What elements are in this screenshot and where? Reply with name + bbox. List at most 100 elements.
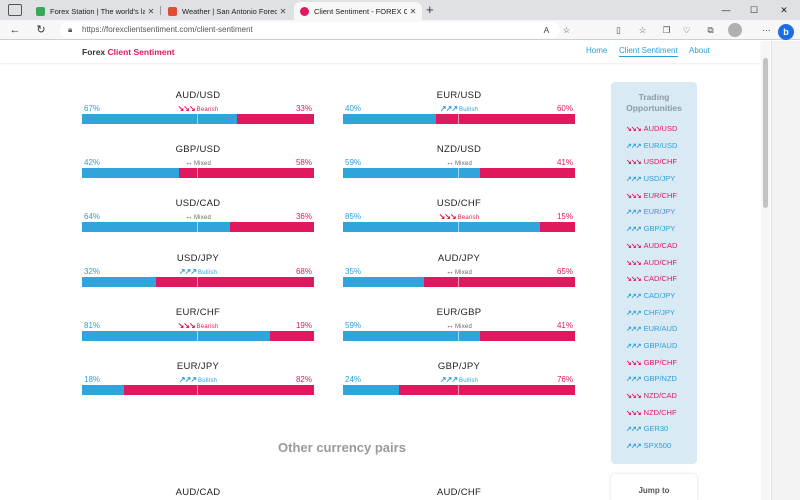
opportunity-item[interactable]: ↘↘↘ NZD/CAD: [626, 391, 677, 408]
long-percent: 24%: [345, 375, 362, 384]
short-percent: 36%: [295, 212, 312, 221]
close-tab-icon[interactable]: ✕: [279, 6, 287, 16]
opportunity-item[interactable]: ↗↗↗ EUR/JPY: [626, 207, 677, 224]
opportunity-item[interactable]: ↗↗↗ USD/JPY: [626, 174, 677, 191]
pair-widget: AUD/USD 67% ↘↘↘ Bearish 33%: [82, 90, 314, 130]
short-percent: 41%: [556, 158, 573, 167]
pair-name: USD/CHF: [436, 198, 482, 209]
opportunity-item[interactable]: ↗↗↗ CAD/JPY: [626, 291, 677, 308]
close-window-button[interactable]: ✕: [780, 5, 788, 15]
close-tab-icon[interactable]: ✕: [147, 6, 155, 16]
new-tab-button[interactable]: +: [426, 2, 434, 17]
nav-home[interactable]: Home: [586, 46, 608, 55]
pair-name: EUR/GBP: [436, 307, 482, 318]
opportunity-item[interactable]: ↗↗↗ EUR/USD: [626, 141, 677, 158]
close-tab-icon[interactable]: ✕: [409, 6, 417, 16]
opportunity-item[interactable]: ↘↘↘ AUD/USD: [626, 124, 677, 141]
opportunity-pair: EUR/AUD: [643, 324, 678, 334]
opportunity-pair: EUR/CHF: [643, 190, 677, 200]
jump-to-panel[interactable]: Jump to: [611, 474, 697, 500]
opportunity-item[interactable]: ↘↘↘ USD/CHF: [626, 157, 677, 174]
opportunities-list: ↘↘↘ AUD/USD ↗↗↗ EUR/USD ↘↘↘ USD/CHF ↗↗↗ USD/JPY…: [626, 124, 677, 458]
nav-client-sentiment[interactable]: Client Sentiment: [619, 46, 678, 57]
minimize-button[interactable]: —: [721, 5, 731, 15]
sentiment-bar: [82, 331, 314, 341]
trend-arrow-icon: ↔: [445, 267, 454, 276]
opportunity-pair: USD/JPY: [643, 174, 676, 184]
nav-about[interactable]: About: [689, 46, 710, 55]
more-options-icon[interactable]: ⋯: [762, 25, 771, 35]
tab-forex-station[interactable]: Forex Station | The world's largest ✕: [30, 2, 160, 20]
pair-name: USD/CAD: [175, 198, 221, 209]
scrollbar-thumb[interactable]: [763, 58, 768, 208]
signal-label: Mixed: [454, 324, 472, 330]
tab-title: Client Sentiment - FOREX Client: [314, 6, 407, 16]
opportunity-pair: GBP/NZD: [643, 374, 677, 384]
trend-arrow-icon: ↗↗↗: [626, 292, 642, 300]
weather-favicon-icon: [168, 6, 177, 16]
opportunity-item[interactable]: ↘↘↘ AUD/CHF: [626, 258, 677, 275]
favorite-star-icon[interactable]: ☆: [562, 25, 571, 35]
bing-copilot-icon[interactable]: b: [778, 24, 794, 40]
trend-arrow-icon: ↗↗↗: [626, 142, 642, 150]
short-percent: 76%: [556, 375, 573, 384]
tab-weather[interactable]: Weather | San Antonio Forecast ✕: [162, 2, 292, 20]
extensions-icon[interactable]: ⧉: [707, 25, 714, 35]
signal-label: Bearish: [196, 107, 219, 113]
trend-arrow-icon: ↗↗↗: [626, 326, 642, 334]
pair-widget: EUR/JPY 18% ↗↗↗ Bullish 82%: [82, 361, 314, 401]
opportunity-pair: AUD/CAD: [643, 240, 678, 250]
read-aloud-icon[interactable]: A: [543, 25, 550, 35]
opportunity-pair: AUD/USD: [643, 124, 678, 133]
address-bar[interactable]: 🔒︎ https://forexclientsentiment.com/clie…: [60, 22, 560, 38]
signal-label: Mixed: [454, 161, 472, 167]
pair-name: EUR/CHF: [175, 307, 221, 318]
site-logo[interactable]: Forex Client Sentiment: [82, 47, 175, 57]
trend-arrow-icon: ↗↗↗: [626, 226, 642, 234]
opportunity-item[interactable]: ↗↗↗ EUR/AUD: [626, 324, 677, 341]
midline: [458, 277, 459, 287]
sentiment-bar: [343, 331, 575, 341]
opportunity-item[interactable]: ↘↘↘ CAD/CHF: [626, 274, 677, 291]
opportunity-item[interactable]: ↗↗↗ SPX500: [626, 441, 677, 458]
back-arrow-icon[interactable]: ←: [9, 24, 21, 36]
pair-widget: EUR/GBP 59% ↔ Mixed 41%: [343, 307, 575, 347]
opportunity-item[interactable]: ↘↘↘ AUD/CAD: [626, 241, 677, 258]
profile-avatar[interactable]: [728, 23, 742, 37]
signal-label: Bearish: [457, 215, 480, 221]
opportunity-item[interactable]: ↗↗↗ CHF/JPY: [626, 308, 677, 325]
signal-label: Mixed: [193, 215, 211, 221]
short-percent: 82%: [295, 375, 312, 384]
long-fill: [82, 114, 238, 124]
favorites-icon[interactable]: ☆: [638, 25, 647, 35]
maximize-button[interactable]: ☐: [749, 5, 759, 15]
browser-essentials-icon[interactable]: ♡: [682, 25, 691, 35]
opportunity-item[interactable]: ↘↘↘ GBP/CHF: [626, 358, 677, 375]
opportunity-item[interactable]: ↗↗↗ GER30: [626, 424, 677, 441]
tab-actions-icon[interactable]: [8, 4, 22, 16]
tab-title: Weather | San Antonio Forecast: [182, 6, 277, 16]
site-header: Forex Client Sentiment Home Client Senti…: [0, 41, 760, 63]
opportunity-pair: GBP/CHF: [643, 357, 677, 367]
midline: [197, 331, 198, 341]
opportunity-item[interactable]: ↘↘↘ NZD/CHF: [626, 408, 677, 425]
collections-icon[interactable]: ❐: [662, 25, 671, 35]
logo-forex-text: Forex: [82, 47, 106, 57]
refresh-icon[interactable]: ↻: [36, 24, 46, 36]
short-percent: 60%: [556, 104, 573, 113]
opportunity-item[interactable]: ↗↗↗ GBP/AUD: [626, 341, 677, 358]
page-scrollbar[interactable]: [761, 41, 770, 500]
opportunity-item[interactable]: ↗↗↗ GBP/NZD: [626, 374, 677, 391]
long-fill: [82, 168, 180, 178]
forex-station-favicon-icon: [36, 6, 45, 16]
split-screen-icon[interactable]: ▯: [616, 25, 621, 35]
pair-widget: USD/CHF 85% ↘↘↘ Bearish 15%: [343, 198, 575, 238]
pair-widget: EUR/USD 40% ↗↗↗ Bullish 60%: [343, 90, 575, 130]
long-fill: [343, 114, 436, 124]
short-percent: 41%: [556, 321, 573, 330]
tab-client-sentiment[interactable]: Client Sentiment - FOREX Client ✕: [294, 2, 422, 20]
opportunity-item[interactable]: ↗↗↗ GBP/JPY: [626, 224, 677, 241]
short-percent: 33%: [295, 104, 312, 113]
opportunity-item[interactable]: ↘↘↘ EUR/CHF: [626, 191, 677, 208]
tab-title: Forex Station | The world's largest: [50, 6, 145, 16]
